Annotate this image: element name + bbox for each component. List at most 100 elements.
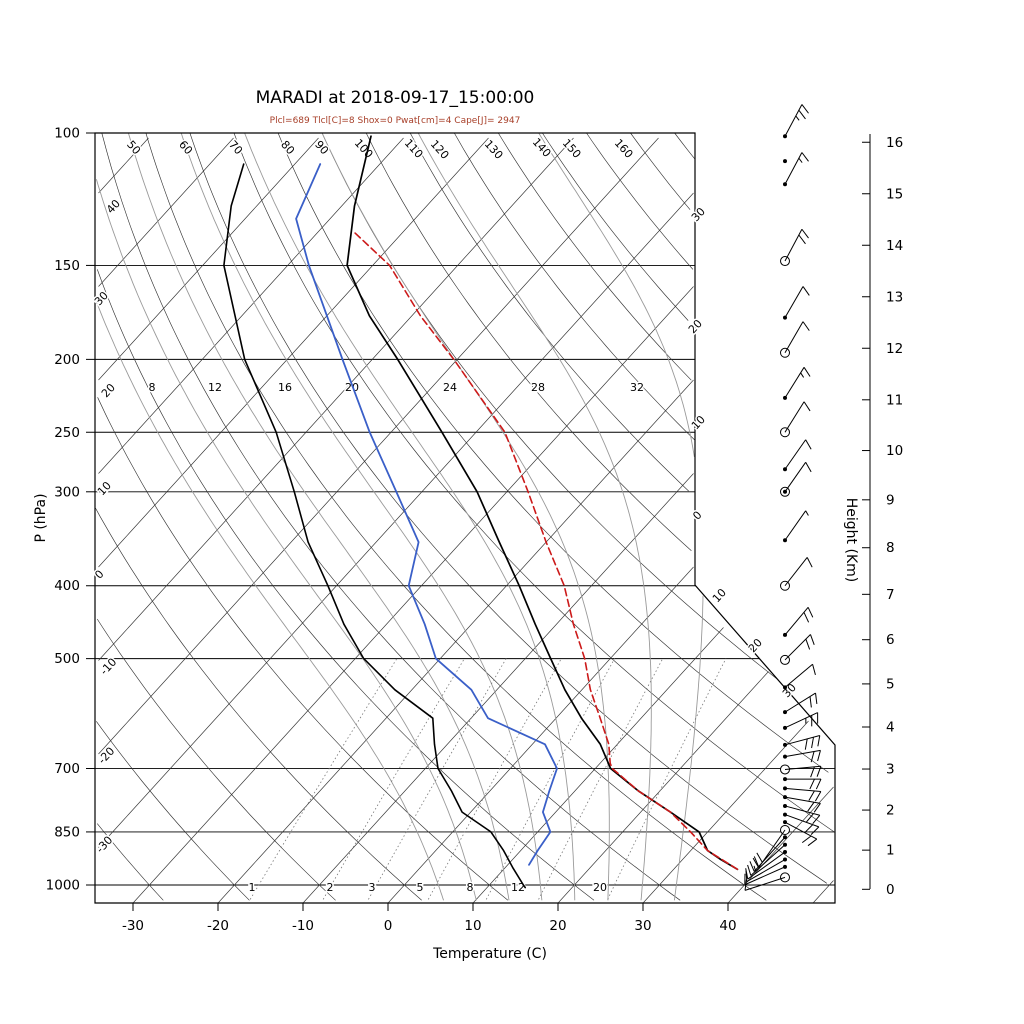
tick-label: 150	[54, 258, 80, 274]
wind-barb	[783, 712, 819, 730]
wind-barb	[780, 228, 809, 267]
tick-label: 10	[464, 918, 481, 934]
tick-label: 14	[886, 238, 903, 254]
tick-label: 16	[886, 135, 903, 151]
wind-barb	[783, 735, 821, 750]
tick-label: 2	[886, 803, 895, 819]
dry-adiabat-lines	[95, 132, 835, 901]
tick-label: 20	[746, 636, 765, 655]
tick-label: 0	[384, 918, 393, 934]
parcel-parameters-line: Plcl=689 Tlcl[C]=8 Shox=0 Pwat[cm]=4 Cap…	[269, 116, 521, 126]
wind-barb	[783, 286, 810, 320]
tick-label: 200	[54, 352, 80, 368]
tick-label: 0	[690, 509, 704, 523]
wind-barb	[783, 607, 814, 637]
wind-barb	[783, 803, 821, 825]
tick-label: 30	[634, 918, 651, 934]
tick-label: 5	[886, 676, 895, 692]
tick-label: 6	[886, 632, 895, 648]
wind-barb	[783, 367, 811, 400]
wind-barb	[783, 812, 820, 836]
tick-label: 80	[278, 138, 297, 157]
tick-label: 50	[124, 138, 143, 157]
tick-label: 150	[560, 137, 584, 161]
wind-barb	[783, 692, 818, 715]
tick-label: 15	[886, 186, 903, 202]
temperature-curve	[346, 135, 739, 871]
tick-label: 24	[443, 381, 457, 394]
tick-label: -20	[96, 745, 118, 767]
tick-label: 1000	[46, 878, 80, 894]
wind-barb	[780, 557, 813, 591]
tick-label: -20	[207, 918, 229, 934]
temperature-axis: -30 -20 -10 0 10 20 30 40	[122, 903, 737, 934]
isotherm-lines	[98, 137, 834, 903]
tick-label: 60	[176, 138, 195, 157]
tick-label: 11	[886, 392, 903, 408]
wind-barb	[780, 462, 812, 497]
tick-label: 20	[549, 918, 566, 934]
tick-label: 10	[689, 413, 708, 432]
wind-barb	[783, 777, 822, 790]
plot-border	[94, 132, 836, 904]
tick-label: 120	[428, 138, 452, 162]
wind-barb	[783, 820, 818, 847]
tick-label: 32	[630, 381, 644, 394]
pressure-gridlines	[95, 132, 835, 886]
tick-label: 1	[886, 843, 895, 859]
wet_bulb-curve	[295, 163, 558, 866]
tick-label: 1	[249, 881, 256, 894]
tick-label: 3	[886, 762, 895, 778]
wind-barb	[783, 159, 787, 164]
tick-label: 16	[278, 381, 292, 394]
tick-label: 10	[95, 479, 114, 498]
tick-label: 8	[467, 881, 474, 894]
tick-label: 2	[327, 881, 334, 894]
tick-label: 250	[54, 425, 80, 441]
tick-label: 4	[886, 719, 895, 735]
tick-label: 20	[686, 317, 705, 336]
wind-barb	[783, 439, 812, 472]
tick-label: 30	[689, 205, 708, 224]
wind-barb	[780, 401, 811, 438]
tick-label: -10	[292, 918, 314, 934]
tick-label: 100	[54, 126, 80, 142]
tick-label: 5	[417, 881, 424, 894]
wind-barb	[745, 850, 787, 880]
tick-label: 8	[149, 381, 156, 394]
wind-barb	[783, 104, 809, 139]
wind-barb	[747, 842, 787, 876]
pressure-axis: 100 150 200 250 300 400 500 700 850 1000	[46, 126, 95, 894]
wind-barb	[783, 152, 809, 187]
tick-label: 90	[312, 138, 331, 157]
tick-label: 40	[719, 918, 736, 934]
tick-label: 850	[54, 824, 80, 840]
tick-label: 12	[886, 341, 903, 357]
tick-label: 28	[531, 381, 545, 394]
wind-barb	[783, 795, 821, 813]
tick-label: 12	[208, 381, 222, 394]
parcel_ascent-curve	[352, 230, 739, 871]
wind-barb	[783, 786, 822, 802]
wind-barb	[783, 749, 821, 763]
wind-barb	[749, 835, 787, 872]
tick-label: 160	[612, 137, 636, 161]
wind-barb	[745, 857, 787, 882]
dewpoint-curve	[223, 163, 526, 889]
temperature-axis-label: Temperature (C)	[433, 946, 547, 962]
tick-label: 400	[54, 578, 80, 594]
tick-label: 9	[886, 492, 895, 508]
tick-label: -30	[94, 834, 116, 856]
tick-label: 20	[593, 881, 607, 894]
tick-label: 20	[345, 381, 359, 394]
wind-barb	[783, 510, 809, 543]
sounding-curves	[223, 135, 739, 889]
tick-label: 10	[886, 443, 903, 459]
tick-label: -30	[122, 918, 144, 934]
tick-label: 700	[54, 761, 80, 777]
tick-label: 10	[710, 586, 729, 605]
tick-label: 0	[886, 882, 895, 898]
mixing-ratio-lines	[249, 658, 727, 900]
